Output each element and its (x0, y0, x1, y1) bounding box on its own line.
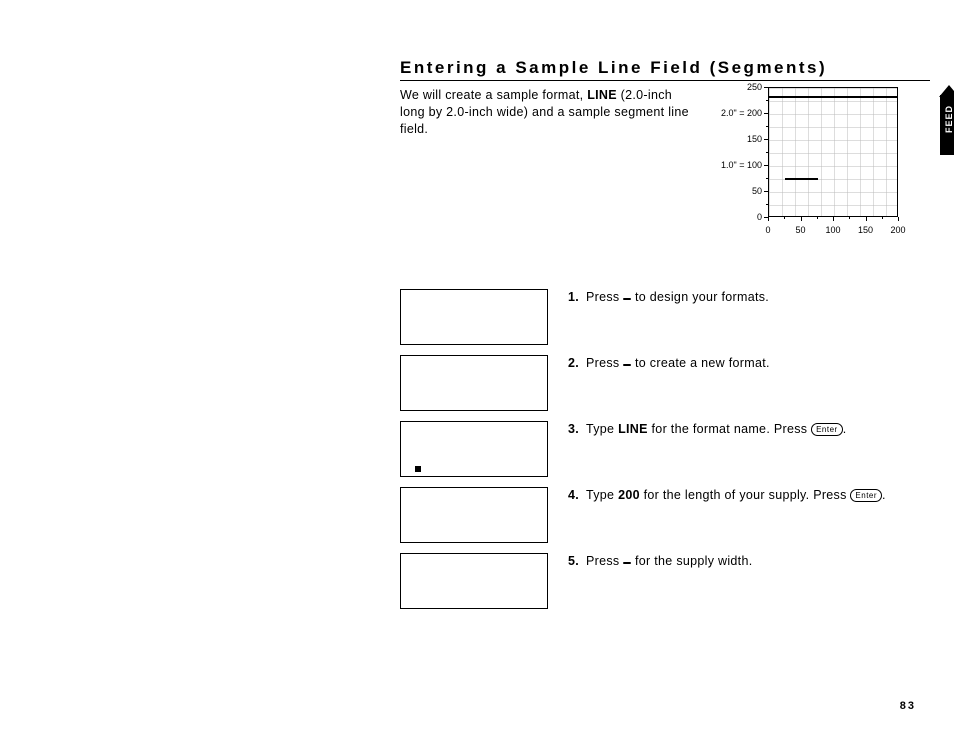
key-icon (623, 562, 631, 564)
x-axis-label: 150 (856, 225, 876, 235)
intro-text: We will create a sample format, LINE (2.… (400, 87, 690, 138)
step-text: 1.Press to design your formats. (568, 289, 769, 307)
step-row: 4.Type 200 for the length of your supply… (400, 487, 930, 543)
step-row: 3.Type LINE for the format name. Press E… (400, 421, 930, 477)
key-icon: Enter (811, 423, 843, 436)
screen-box (400, 553, 548, 609)
key-icon (623, 364, 631, 366)
screen-box (400, 289, 548, 345)
grid-diagram: FEED 0501.0" = 1001502.0" = 200250050100… (710, 87, 930, 267)
key-icon (623, 298, 631, 300)
x-axis-label: 200 (888, 225, 908, 235)
y-axis-label: 250 (740, 82, 762, 92)
step-row: 2.Press to create a new format. (400, 355, 930, 411)
y-axis-label: 150 (740, 134, 762, 144)
y-axis-label: 0 (740, 212, 762, 222)
y-axis-label: 2.0" = 200 (708, 108, 762, 118)
step-text: 2.Press to create a new format. (568, 355, 770, 373)
step-row: 5.Press for the supply width. (400, 553, 930, 609)
x-axis-label: 100 (823, 225, 843, 235)
x-axis-label: 0 (758, 225, 778, 235)
step-text: 5.Press for the supply width. (568, 553, 752, 571)
step-row: 1.Press to design your formats. (400, 289, 930, 345)
step-text: 3.Type LINE for the format name. Press E… (568, 421, 847, 439)
feed-label: FEED (940, 95, 954, 155)
screen-box (400, 487, 548, 543)
page-title: Entering a Sample Line Field (Segments) (400, 58, 930, 81)
page-number: 83 (900, 700, 916, 712)
cursor-icon (415, 466, 421, 472)
step-text: 4.Type 200 for the length of your supply… (568, 487, 886, 505)
key-icon: Enter (850, 489, 882, 502)
screen-box (400, 355, 548, 411)
steps-list: 1.Press to design your formats. 2.Press t… (400, 289, 930, 609)
x-axis-label: 50 (791, 225, 811, 235)
y-axis-label: 1.0" = 100 (708, 160, 762, 170)
y-axis-label: 50 (740, 186, 762, 196)
screen-box (400, 421, 548, 477)
